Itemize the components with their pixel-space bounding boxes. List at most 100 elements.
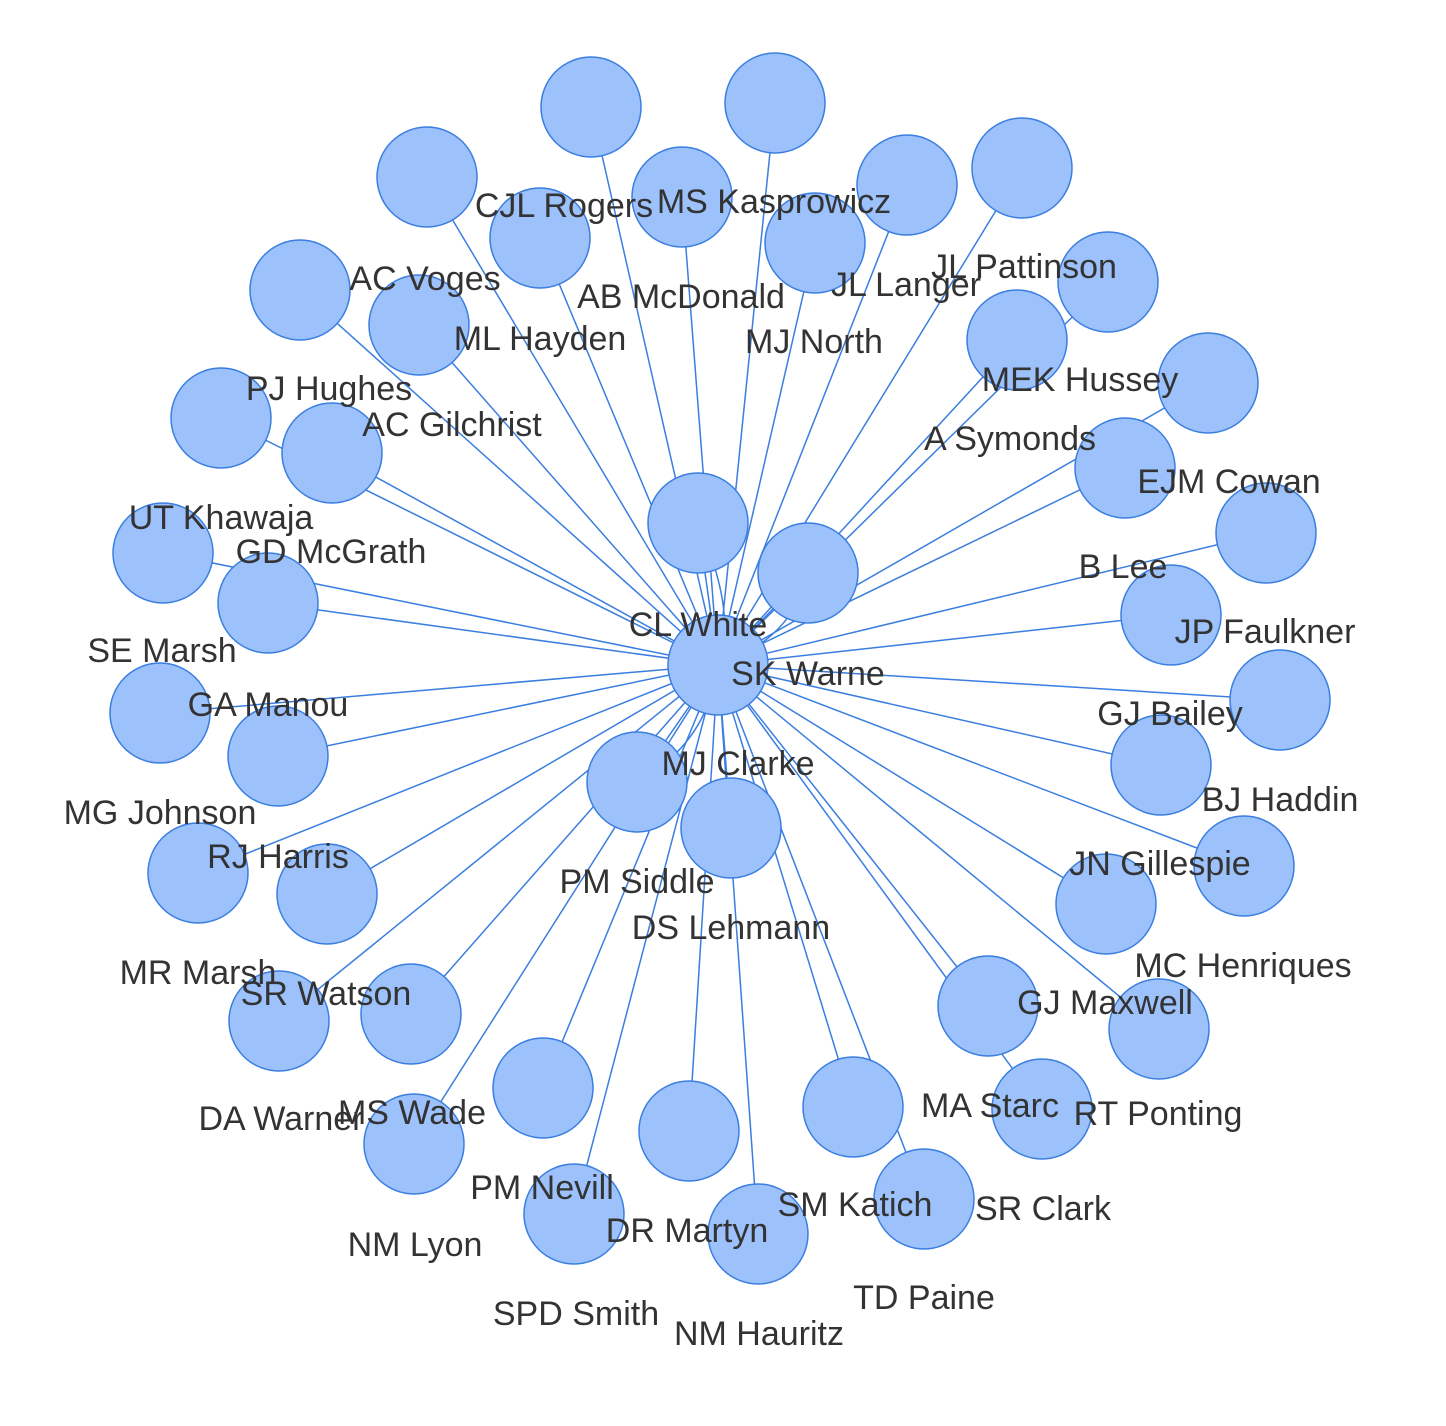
node-circle[interactable] (1157, 332, 1259, 434)
node-circle[interactable] (856, 134, 958, 236)
node-circle[interactable] (368, 274, 470, 376)
node-circle[interactable] (1074, 417, 1176, 519)
node-circle[interactable] (112, 502, 214, 604)
node-circle[interactable] (523, 1163, 625, 1265)
node-circle[interactable] (991, 1058, 1093, 1160)
node-circle[interactable] (764, 192, 866, 294)
node-label-ga-manou: GA Manou (188, 686, 349, 724)
node-label-mj-clarke: MJ Clarke (661, 745, 814, 783)
node-label-se-marsh: SE Marsh (87, 632, 236, 670)
node-circle[interactable] (724, 52, 826, 154)
node-circle[interactable] (227, 705, 329, 807)
node-label-b-lee: B Lee (1079, 548, 1168, 586)
node-circle[interactable] (281, 402, 383, 504)
node-circle[interactable] (631, 146, 733, 248)
node-circle[interactable] (1120, 564, 1222, 666)
node-label-gj-maxwell: GJ Maxwell (1017, 984, 1193, 1022)
edge (717, 532, 1267, 666)
node-circle[interactable] (586, 731, 688, 833)
node-label-cjl-rogers: CJL Rogers (475, 187, 653, 225)
node-label-sr-watson: SR Watson (241, 975, 412, 1013)
edge (426, 176, 719, 666)
node-circle[interactable] (757, 522, 859, 624)
node-circle[interactable] (109, 662, 211, 764)
node-circle[interactable] (971, 117, 1073, 219)
node-circle[interactable] (707, 1183, 809, 1285)
edge (717, 664, 759, 1235)
edge (681, 196, 719, 666)
node-circle[interactable] (1193, 815, 1295, 917)
node-circle[interactable] (937, 955, 1039, 1057)
node-label-dr-martyn: DR Martyn (606, 1212, 768, 1250)
node-circle[interactable] (360, 963, 462, 1065)
node-label-pm-nevill: PM Nevill (470, 1169, 614, 1207)
node-label-ac-voges: AC Voges (349, 260, 500, 298)
node-label-pm-siddle: PM Siddle (560, 863, 715, 901)
node-label-ms-kasprowicz: MS Kasprowicz (657, 183, 891, 221)
edge (573, 664, 719, 1215)
node-circle[interactable] (1110, 714, 1212, 816)
edge (159, 664, 719, 714)
node-label-cl-white: CL White (629, 606, 768, 644)
node-circle[interactable] (647, 472, 749, 574)
node-circle[interactable] (376, 126, 478, 228)
node-label-sm-katich: SM Katich (778, 1186, 933, 1224)
node-circle[interactable] (228, 970, 330, 1072)
node-label-jl-langer: JL Langer (831, 266, 981, 304)
edge (717, 664, 1281, 701)
node-label-sr-clark: SR Clark (975, 1190, 1112, 1228)
node-circle[interactable] (1229, 649, 1331, 751)
node-circle[interactable] (147, 822, 249, 924)
node-circle[interactable] (217, 552, 319, 654)
node-circle[interactable] (1215, 482, 1317, 584)
node-label-mr-marsh: MR Marsh (120, 954, 277, 992)
node-circle[interactable] (1057, 231, 1159, 333)
edge (331, 452, 719, 666)
edge (717, 242, 816, 666)
node-circle[interactable] (873, 1148, 975, 1250)
edge (326, 664, 719, 895)
node-label-rj-harris: RJ Harris (207, 838, 349, 876)
edge (717, 339, 1018, 666)
node-label-ac-gilchrist: AC Gilchrist (362, 406, 542, 444)
node-circle[interactable] (489, 187, 591, 289)
node-label-nm-hauritz: NM Hauritz (674, 1315, 844, 1353)
edge (717, 467, 1126, 666)
node-label-sk-warne: SK Warne (731, 655, 885, 693)
node-label-jn-gillespie: JN Gillespie (1069, 845, 1250, 883)
node-label-ut-khawaja: UT Khawaja (129, 499, 314, 537)
edge (717, 664, 989, 1007)
node-circle[interactable] (667, 614, 769, 716)
node-label-ma-starc: MA Starc (921, 1087, 1059, 1125)
node-label-ab-mcdonald: AB McDonald (577, 278, 785, 316)
node-label-jp-faulkner: JP Faulkner (1175, 613, 1356, 651)
node-circle[interactable] (170, 367, 272, 469)
edge (542, 664, 719, 1089)
node-circle[interactable] (363, 1093, 465, 1195)
node-circle[interactable] (249, 239, 351, 341)
node-label-mc-henriques: MC Henriques (1134, 947, 1351, 985)
edge (299, 289, 719, 666)
edge (717, 664, 854, 1108)
node-label-a-symonds: A Symonds (924, 420, 1096, 458)
edge (717, 664, 1107, 905)
node-circle[interactable] (638, 1080, 740, 1182)
node-label-ml-hayden: ML Hayden (454, 320, 627, 358)
node-circle[interactable] (802, 1056, 904, 1158)
node-circle[interactable] (1055, 853, 1157, 955)
node-label-mj-north: MJ North (745, 323, 883, 361)
node-circle[interactable] (540, 56, 642, 158)
node-circle[interactable] (966, 289, 1068, 391)
node-circle[interactable] (276, 843, 378, 945)
node-circle[interactable] (680, 777, 782, 879)
edge (717, 664, 1160, 1030)
node-circle[interactable] (1108, 978, 1210, 1080)
node-label-bj-haddin: BJ Haddin (1202, 781, 1359, 819)
edge (278, 664, 719, 1022)
node-label-td-paine: TD Paine (853, 1279, 995, 1317)
edge (717, 102, 776, 666)
node-circle[interactable] (492, 1037, 594, 1139)
edge (267, 602, 719, 666)
